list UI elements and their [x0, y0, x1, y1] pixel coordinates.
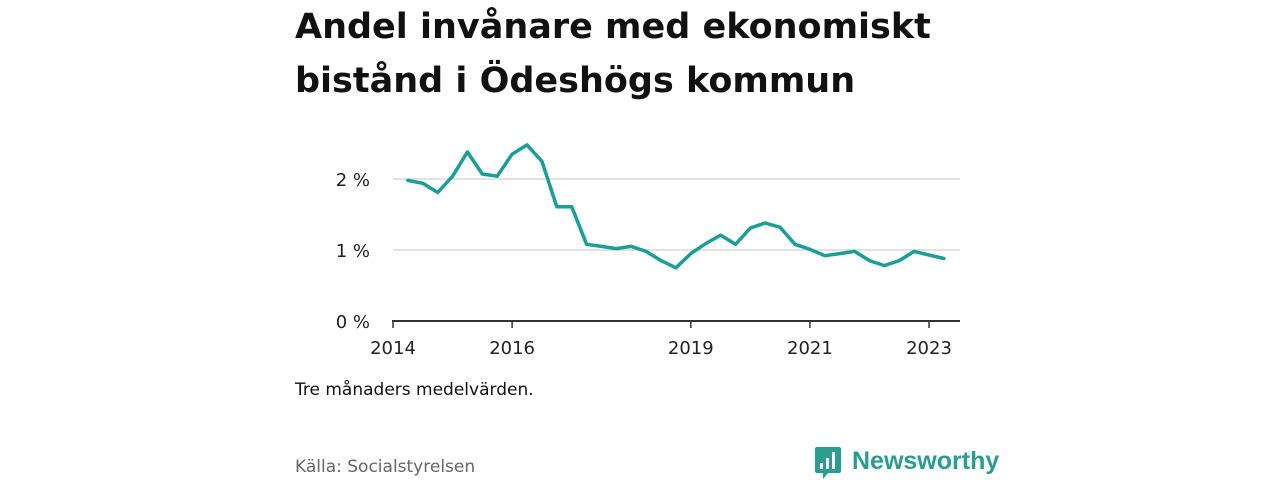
data-point — [808, 247, 812, 251]
gridlines — [393, 178, 960, 251]
x-tick-label: 2019 — [668, 338, 714, 359]
data-point — [882, 264, 886, 268]
data-point — [421, 181, 425, 185]
data-point — [585, 242, 589, 246]
data-point — [451, 174, 455, 178]
data-point — [436, 191, 440, 194]
data-point — [629, 244, 633, 248]
newsworthy-logo-icon — [815, 447, 841, 479]
brand-logo: Newsworthy — [814, 446, 999, 480]
x-tick-label: 2014 — [370, 338, 416, 359]
data-point — [480, 172, 484, 176]
data-point — [748, 226, 752, 230]
brand-name: Newsworthy — [852, 447, 1000, 475]
x-tick-label: 2021 — [787, 338, 833, 359]
data-point — [912, 249, 916, 253]
series-layer — [406, 143, 946, 270]
x-axis-tick-labels: 2014 2016 2019 2021 2023 — [370, 338, 952, 359]
data-point — [540, 159, 544, 163]
data-point — [555, 205, 559, 209]
data-point — [600, 244, 603, 248]
data-point — [674, 266, 678, 270]
data-point — [406, 178, 410, 182]
data-point — [719, 233, 723, 237]
data-point — [927, 253, 931, 257]
x-tick-label: 2016 — [489, 338, 535, 359]
data-point — [763, 221, 767, 225]
y-tick-label: 2 % — [336, 170, 370, 191]
data-point — [778, 225, 782, 229]
y-axis-tick-labels: 0 % 1 % 2 % — [336, 170, 370, 333]
data-point — [897, 259, 901, 263]
chart-note: Tre månaders medelvärden. — [295, 380, 534, 400]
data-point — [689, 252, 693, 256]
data-point — [942, 257, 946, 260]
y-tick-label: 0 % — [336, 312, 370, 333]
data-point — [838, 252, 842, 256]
source-label: Källa: Socialstyrelsen — [295, 457, 476, 477]
data-point — [570, 205, 574, 209]
data-point — [614, 247, 618, 251]
data-point — [704, 242, 708, 246]
data-point — [823, 254, 827, 258]
data-point — [734, 242, 737, 246]
data-point — [659, 259, 663, 263]
data-point — [510, 152, 514, 156]
chart-title: Andel invånare med ekonomiskt bistånd i … — [295, 7, 931, 101]
y-tick-label: 1 % — [336, 241, 370, 262]
data-point — [868, 259, 871, 263]
data-point — [793, 242, 797, 246]
data-point — [495, 174, 499, 178]
data-point — [525, 143, 529, 147]
data-point — [644, 249, 648, 253]
x-axis — [392, 320, 960, 328]
data-point — [853, 249, 857, 253]
data-point — [465, 150, 469, 154]
x-tick-label: 2023 — [906, 338, 952, 359]
